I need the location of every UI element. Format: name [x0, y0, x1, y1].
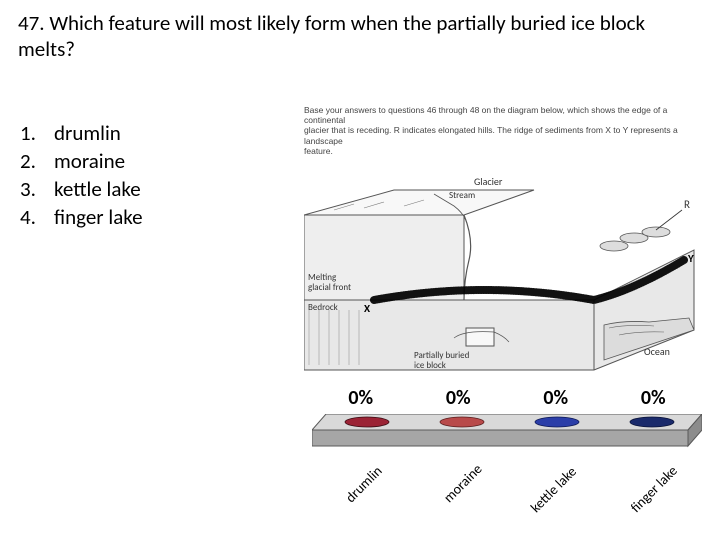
pct-value: 0% [507, 386, 605, 410]
bar-platform [312, 414, 702, 450]
bar-marker-1 [345, 417, 389, 427]
label-R: R [684, 198, 690, 211]
answer-options: 1. drumlin 2. moraine 3. kettle lake 4. … [20, 120, 143, 232]
label-ocean: Ocean [644, 345, 670, 358]
glacier-surface [304, 190, 534, 215]
pct-value: 0% [312, 386, 410, 410]
label-Y: Y [687, 252, 694, 265]
diagram-caption: Base your answers to questions 46 throug… [304, 105, 704, 156]
question-body: Which feature will most likely form when… [18, 10, 645, 62]
xlabel: drumlin [342, 462, 386, 506]
bar-marker-2 [440, 417, 484, 427]
x-axis-labels: drumlin moraine kettle lake finger lake [312, 452, 702, 512]
xlabel: moraine [440, 460, 486, 506]
xlabel: kettle lake [527, 463, 580, 516]
label-X: X [364, 302, 371, 315]
xlabel: finger lake [627, 462, 681, 516]
option-label: drumlin [54, 120, 121, 146]
option-number: 2. [20, 148, 54, 174]
question-text: 47. Which feature will most likely form … [18, 10, 702, 63]
label-stream: Stream [449, 190, 475, 201]
option-number: 3. [20, 176, 54, 202]
bar-marker-3 [535, 417, 579, 427]
diagram-svg: Glacier Stream Bedrock Meltingglacial fr… [304, 160, 704, 380]
caption-line: feature. [304, 146, 333, 156]
glacier-diagram: Base your answers to questions 46 throug… [304, 105, 704, 380]
label-bedrock: Bedrock [308, 302, 338, 313]
option-label: kettle lake [54, 176, 141, 202]
caption-line: glacier that is receding. R indicates el… [304, 125, 678, 145]
option-number: 1. [20, 120, 54, 146]
option-label: moraine [54, 148, 125, 174]
option-3: 3. kettle lake [20, 176, 143, 202]
option-2: 2. moraine [20, 148, 143, 174]
question-number: 47. [18, 10, 45, 36]
option-4: 4. finger lake [20, 204, 143, 230]
percent-row: 0% 0% 0% 0% [312, 386, 702, 410]
option-1: 1. drumlin [20, 120, 143, 146]
label-glacier: Glacier [474, 175, 503, 188]
option-label: finger lake [54, 204, 143, 230]
pct-value: 0% [410, 386, 508, 410]
ice-block [466, 328, 494, 346]
bar-marker-4 [630, 417, 674, 427]
caption-line: Base your answers to questions 46 throug… [304, 105, 667, 125]
response-chart: 0% 0% 0% 0% drumlin moraine kettle lake … [312, 386, 702, 512]
drumlin-hill [600, 241, 628, 251]
platform-front [312, 430, 688, 446]
option-number: 4. [20, 204, 54, 230]
drumlin-hill [642, 227, 670, 237]
pct-value: 0% [605, 386, 703, 410]
